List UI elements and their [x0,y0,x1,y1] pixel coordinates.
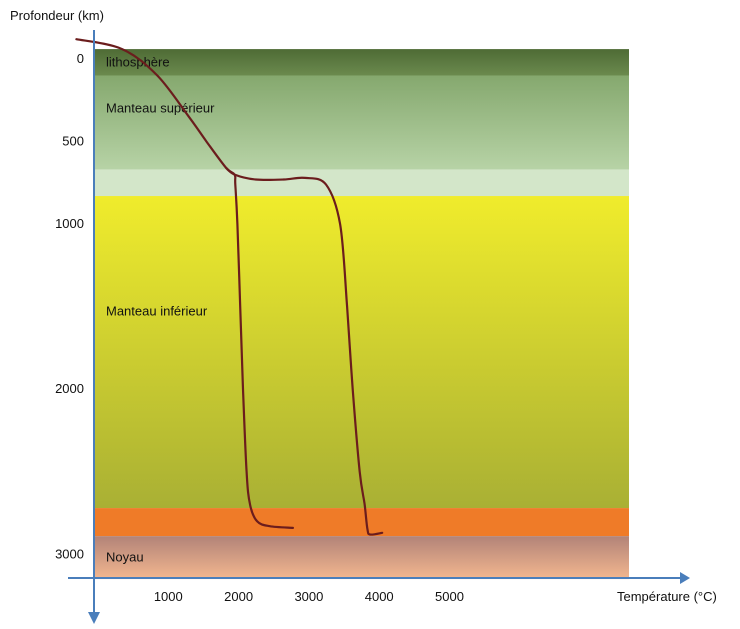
layer-band [95,508,629,537]
y-tick-label: 500 [62,134,84,149]
layer-band [95,196,629,509]
y-tick-label: 3000 [55,546,84,561]
y-axis-arrow [88,612,100,624]
axes [68,30,690,624]
tick-labels: 1000 2000 3000 4000 5000 0 500 1000 2000 3000 [55,51,464,604]
y-tick-label: 2000 [55,381,84,396]
x-tick-label: 5000 [435,589,464,604]
layer-label: lithosphère [106,54,170,69]
temperature-curves [75,38,384,536]
x-axis-title: Température (°C) [617,589,717,604]
layer-band [95,536,629,580]
layer-label: Manteau supérieur [106,101,215,116]
y-axis-title: Profondeur (km) [10,8,104,23]
layer-label: Noyau [106,550,144,565]
geotherm-high-line [225,166,384,536]
y-tick-label: 0 [77,51,84,66]
y-tick-label: 1000 [55,216,84,231]
layer-labels: lithosphère Manteau supérieur Manteau infé… [106,54,215,564]
layer-band [95,49,629,76]
x-axis-arrow [680,572,690,584]
x-tick-label: 2000 [224,589,253,604]
x-tick-label: 3000 [294,589,323,604]
earth-layers [95,49,629,580]
layer-label: Manteau inférieur [106,304,208,319]
layer-band [95,75,629,170]
x-tick-label: 1000 [154,589,183,604]
layer-band [95,169,629,197]
geotherm-low-line [75,38,294,529]
x-tick-label: 4000 [365,589,394,604]
